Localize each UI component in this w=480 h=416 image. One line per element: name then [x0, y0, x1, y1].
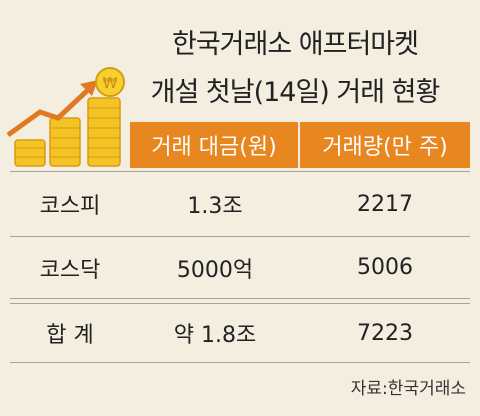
- title-line: 개설 첫날(14일) 거래 현황: [150, 77, 441, 108]
- column-header: 거래량(만 주): [300, 122, 470, 168]
- source: 자료:한국거래소: [350, 379, 466, 399]
- table-cell: 7223: [357, 320, 413, 346]
- svg-text:₩: ₩: [103, 74, 118, 92]
- table-cell: 2217: [357, 191, 413, 217]
- table-cell: 약 1.8조: [173, 323, 257, 348]
- column-header: 거래 대금(원): [130, 122, 298, 168]
- coin-illustration: ₩: [6, 67, 125, 167]
- row-label: 코스피: [39, 194, 101, 219]
- table-cell: 1.3조: [187, 194, 243, 219]
- row-label: 코스닥: [39, 257, 101, 283]
- table-cell: 5006: [357, 255, 413, 280]
- title-line: 한국거래소 애프터마켓: [172, 29, 419, 60]
- row-label: 합 계: [46, 323, 94, 348]
- table-cell: 5000억: [176, 257, 254, 283]
